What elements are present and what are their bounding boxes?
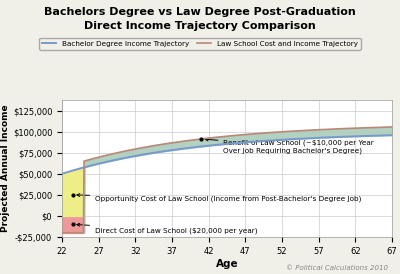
Y-axis label: Projected Annual Income: Projected Annual Income [1, 105, 10, 232]
Text: Benefit of Law School (~$10,000 per Year
Over Job Requiring Bachelor's Degree): Benefit of Law School (~$10,000 per Year… [205, 138, 374, 154]
Legend: Bachelor Degree Income Trajectory, Law School Cost and Income Trajectory: Bachelor Degree Income Trajectory, Law S… [39, 38, 361, 50]
Text: Direct Income Trajectory Comparison: Direct Income Trajectory Comparison [84, 21, 316, 30]
Text: © Political Calculations 2010: © Political Calculations 2010 [286, 265, 388, 271]
Text: Opportunity Cost of Law School (Income from Post-Bachelor's Degree Job): Opportunity Cost of Law School (Income f… [77, 194, 361, 202]
Text: Bachelors Degree vs Law Degree Post-Graduation: Bachelors Degree vs Law Degree Post-Grad… [44, 7, 356, 17]
X-axis label: Age: Age [216, 258, 238, 269]
Text: Direct Cost of Law School ($20,000 per year): Direct Cost of Law School ($20,000 per y… [77, 223, 258, 233]
